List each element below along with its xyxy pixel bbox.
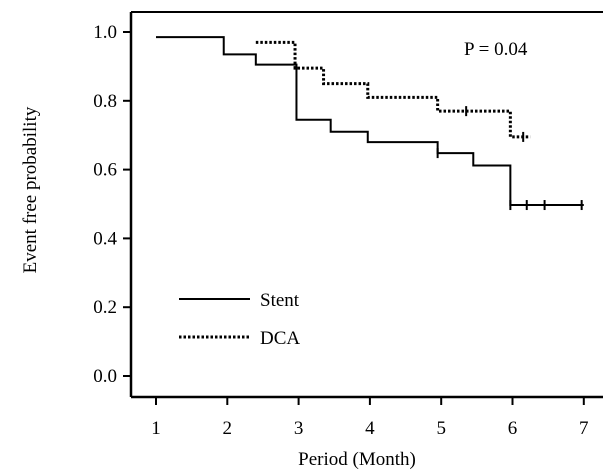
y-tick-label: 0.2 (93, 297, 117, 318)
series-line-stent (156, 36, 584, 207)
plot-frame (129, 11, 603, 399)
x-tick-label: 5 (436, 418, 446, 439)
legend-label-dca: DCA (260, 328, 300, 349)
x-tick-label: 3 (294, 418, 304, 439)
y-tick-label: 1.0 (93, 22, 117, 43)
series-layer (156, 36, 584, 211)
x-tick-label: 2 (223, 418, 233, 439)
y-tick-label: 0.6 (93, 160, 117, 181)
p-value-annotation: P = 0.04 (464, 39, 528, 60)
x-tick-label: 7 (579, 418, 589, 439)
y-axis-label: Event free probability (20, 106, 41, 273)
legend-label-stent: Stent (260, 290, 300, 311)
series-line-dca (255, 40, 531, 139)
y-axis: 0.0 0.2 0.4 0.6 0.8 1.0 (93, 22, 131, 387)
x-axis: 1 2 3 4 5 6 7 (151, 397, 589, 439)
legend: Stent DCA (179, 290, 300, 349)
x-tick-label: 4 (365, 418, 375, 439)
x-axis-label: Period (Month) (298, 449, 416, 470)
y-tick-label: 0.0 (93, 366, 117, 387)
x-tick-label: 1 (151, 418, 161, 439)
x-tick-label: 6 (508, 418, 518, 439)
y-tick-label: 0.8 (93, 91, 117, 112)
y-tick-label: 0.4 (93, 228, 117, 249)
